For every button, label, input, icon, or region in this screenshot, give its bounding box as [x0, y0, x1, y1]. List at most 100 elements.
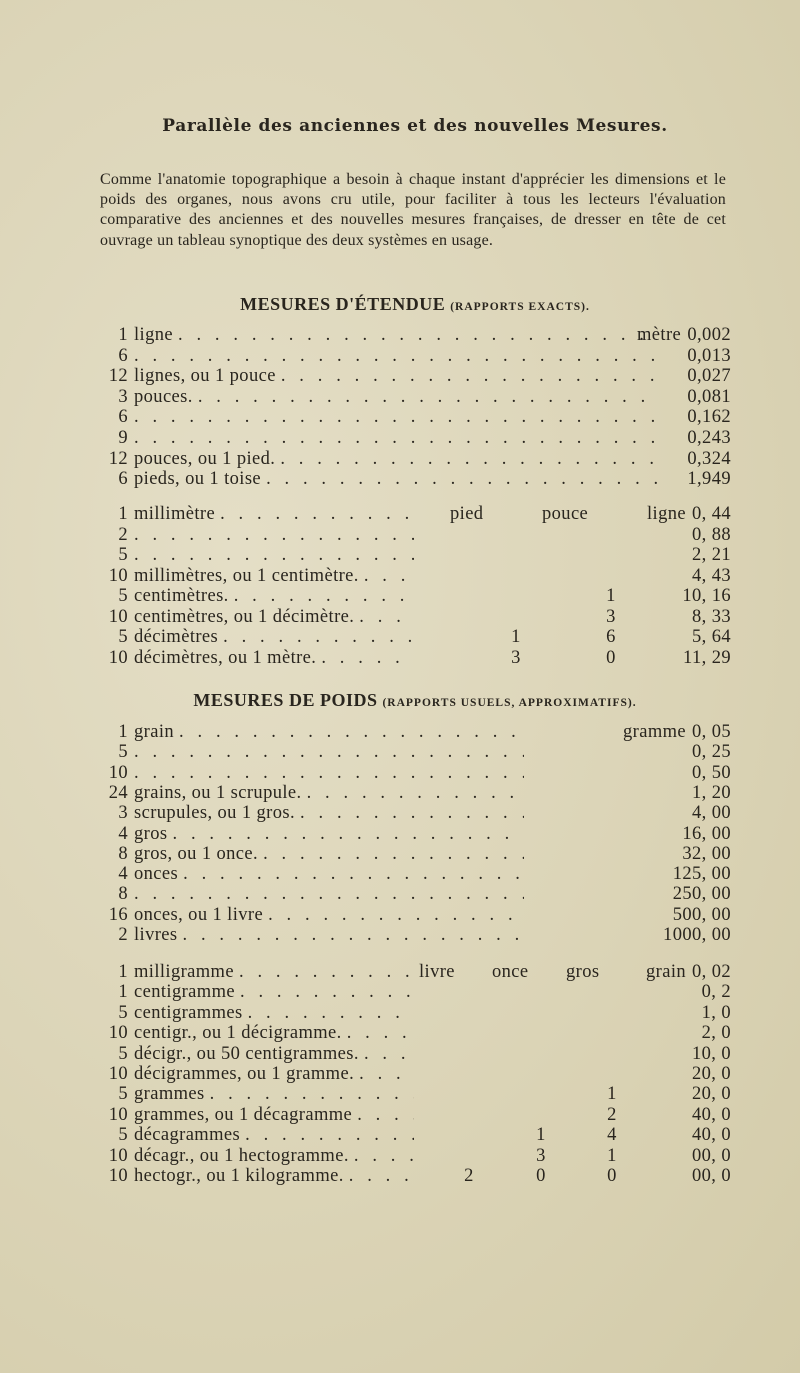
row-value: 0, 50 — [692, 762, 731, 783]
table-row: 16 onces, ou 1 livre 500, 00 — [0, 905, 800, 925]
row-value: 250, 00 — [672, 884, 731, 905]
row-value: 10, 0 — [692, 1043, 731, 1064]
row-value: 0, 05 — [692, 722, 731, 742]
column-header: pouce — [542, 504, 589, 524]
row-subvalue: 2 — [607, 1104, 617, 1125]
row-value: 16, 00 — [682, 823, 731, 844]
table-row: 10 décimètres, ou 1 mètre. 3 0 11, 29 — [0, 648, 800, 668]
intro-paragraph: Comme l'anatomie topographique a besoin … — [100, 171, 726, 249]
row-quantity: 10 — [108, 1166, 128, 1186]
row-label — [134, 346, 658, 366]
row-quantity: 1 — [118, 982, 128, 1003]
table-row: 2 livres 1000, 00 — [0, 925, 800, 945]
row-label: onces — [134, 864, 524, 884]
row-quantity: 24 — [108, 782, 128, 803]
row-quantity: 5 — [118, 1084, 128, 1105]
row-label: milligramme — [134, 962, 414, 982]
row-quantity: 10 — [108, 1023, 128, 1044]
table-row: 12 lignes, ou 1 pouce 0,027 — [0, 366, 800, 386]
table-row: 24 grains, ou 1 scrupule. 1, 20 — [0, 783, 800, 803]
table-row: 10 décigrammes, ou 1 gramme. 20, 0 — [0, 1064, 800, 1084]
row-label: lignes, ou 1 pouce — [134, 366, 658, 386]
row-quantity: 5 — [118, 742, 128, 763]
column-header: livre — [419, 962, 455, 982]
row-quantity: 10 — [108, 565, 128, 586]
row-quantity: 1 — [118, 504, 128, 524]
row-quantity: 5 — [118, 1002, 128, 1023]
row-label: onces, ou 1 livre — [134, 905, 524, 925]
row-value: 20, 0 — [692, 1084, 731, 1105]
row-quantity: 8 — [118, 843, 128, 864]
table-row: 1 centigramme 0, 2 — [0, 982, 800, 1002]
column-header: pied — [450, 504, 484, 524]
table-row: 10 centigr., ou 1 décigramme. 2, 0 — [0, 1023, 800, 1043]
row-value: 0, 44 — [692, 504, 731, 524]
row-subvalue: 3 — [606, 606, 616, 627]
row-value: 0,243 — [687, 428, 731, 448]
row-subvalue: 3 — [536, 1145, 546, 1166]
row-label: millimètre — [134, 504, 414, 524]
row-quantity: 2 — [118, 925, 128, 945]
row-value: 1, 20 — [692, 782, 731, 803]
row-quantity: 5 — [118, 1125, 128, 1146]
row-quantity: 6 — [118, 407, 128, 428]
row-quantity: 1 — [118, 325, 128, 345]
row-quantity: 9 — [118, 428, 128, 448]
row-quantity: 10 — [108, 647, 128, 668]
row-label: centigramme — [134, 982, 414, 1002]
row-subvalue: 1 — [511, 627, 521, 647]
row-quantity: 1 — [118, 722, 128, 742]
table-row: 8 250, 00 — [0, 884, 800, 904]
row-value: 10, 16 — [682, 586, 731, 606]
row-value: 5, 64 — [692, 627, 731, 647]
table-row: 8 gros, ou 1 once. 32, 00 — [0, 844, 800, 864]
table-row: 5 décigr., ou 50 centigrammes. 10, 0 — [0, 1044, 800, 1064]
row-value: 0,027 — [687, 366, 731, 387]
row-value: 20, 0 — [692, 1064, 731, 1084]
table-row: 5 0, 25 — [0, 742, 800, 762]
row-value: 11, 29 — [683, 647, 731, 668]
row-quantity: 10 — [108, 606, 128, 627]
row-value: 00, 0 — [692, 1145, 731, 1166]
section-heading-poids: MESURES DE POIDS (rapports usuels, appro… — [100, 690, 730, 711]
row-label: ligne — [134, 325, 658, 345]
row-quantity: 10 — [108, 1145, 128, 1166]
table-row: 10 0, 50 — [0, 763, 800, 783]
row-value: 0,013 — [687, 345, 731, 366]
table-row: 10 décagr., ou 1 hectogramme. 3 1 00, 0 — [0, 1146, 800, 1166]
row-subvalue: 1 — [536, 1125, 546, 1146]
row-label: décimètres — [134, 627, 414, 647]
unit-label: mètre — [637, 325, 682, 345]
row-subvalue: 1 — [607, 1084, 617, 1105]
row-value: 32, 00 — [682, 843, 731, 864]
table-row: 6 0,013 — [0, 346, 800, 366]
row-label — [134, 407, 658, 427]
row-quantity: 8 — [118, 884, 128, 905]
row-label: grammes — [134, 1084, 414, 1104]
row-value: 1, 0 — [701, 1002, 731, 1023]
row-label — [134, 763, 524, 783]
row-value: 40, 0 — [692, 1125, 731, 1146]
row-quantity: 3 — [118, 386, 128, 407]
row-label: gros, ou 1 once. — [134, 844, 524, 864]
row-subvalue: 0 — [607, 1166, 617, 1186]
table-row: 5 2, 21 — [0, 545, 800, 565]
row-subvalue: 6 — [606, 627, 616, 647]
section-note: (rapports usuels, approximatifs). — [382, 697, 637, 709]
row-value: 8, 33 — [692, 606, 731, 627]
row-value: 4, 00 — [692, 803, 731, 824]
row-label: livres — [134, 925, 524, 945]
section-heading-etendue: MESURES D'ÉTENDUE (rapports exacts). — [100, 294, 730, 315]
table-row: 5 décimètres 1 6 5, 64 — [0, 627, 800, 647]
row-quantity: 5 — [118, 545, 128, 565]
table-row: 4 onces 125, 00 — [0, 864, 800, 884]
table-row: 12 pouces, ou 1 pied. 0,324 — [0, 449, 800, 469]
table-row: 10 centimètres, ou 1 décimètre. 3 8, 33 — [0, 607, 800, 627]
row-quantity: 4 — [118, 864, 128, 885]
row-label: centimètres. — [134, 586, 414, 606]
row-subvalue: 4 — [607, 1125, 617, 1146]
table-row: 10 millimètres, ou 1 centimètre. 4, 43 — [0, 566, 800, 586]
